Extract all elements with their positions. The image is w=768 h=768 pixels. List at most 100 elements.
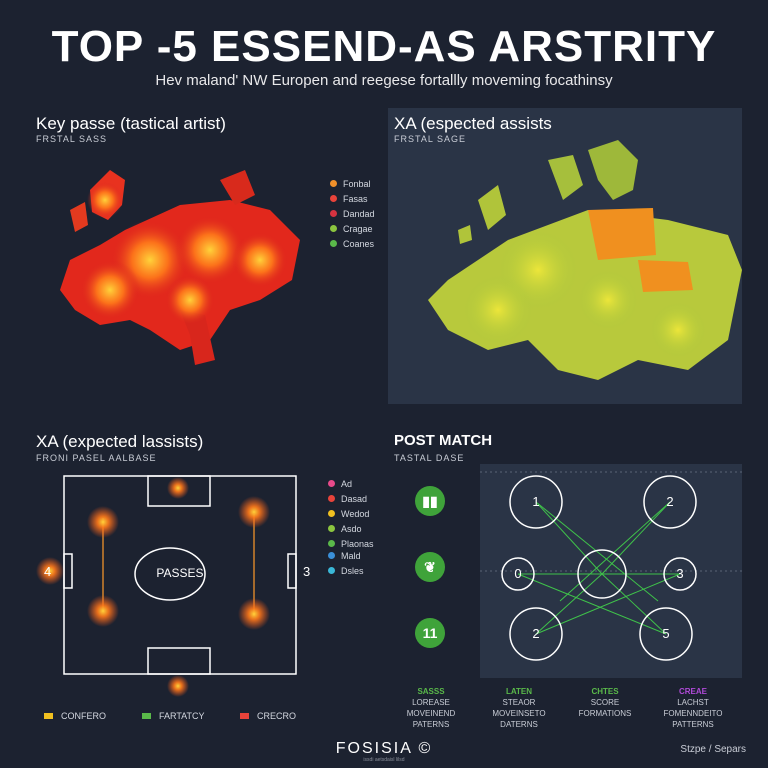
pattern-line: LACHST <box>677 698 709 707</box>
legend-item: Mald <box>328 548 364 563</box>
legend-item: Dasad <box>328 491 374 506</box>
legend-item: Fasas <box>330 191 375 206</box>
formation-node <box>501 557 535 591</box>
legend-label: Coanes <box>343 238 375 249</box>
footer-credit: Stzpe / Separs <box>680 744 746 755</box>
legend-item: Coanes <box>330 236 375 251</box>
formation-node <box>643 475 697 529</box>
formation-center-circle <box>577 549 627 599</box>
pattern-label: CHTES SCORE FORMATIONS <box>560 686 650 719</box>
boots-icon: ▮▮ <box>415 486 445 516</box>
page-subtitle: Hev maland' NW Europen and reegese forta… <box>155 72 613 89</box>
pattern-heading: CREAE <box>678 687 707 696</box>
brand-tagline: issdi aetsdaisl lilsd <box>363 757 405 763</box>
panel-tl-title: Key passe (tastical artist) <box>36 114 226 133</box>
legend-item: Dandad <box>330 206 375 221</box>
legend-swatch <box>328 525 335 532</box>
legend-label: Fonbal <box>343 178 371 189</box>
copyright-icon: © <box>418 740 433 757</box>
eleven-icon: 11 <box>415 618 445 648</box>
pitch-center-label: PASSES <box>156 566 204 580</box>
legend-item: Plaonas <box>328 536 374 551</box>
legend-label: CONFERO <box>61 711 106 721</box>
pattern-line: STEAOR <box>502 698 536 707</box>
panel-tr-subtitle: FRSTAL SAGE <box>394 134 467 144</box>
pattern-line: MOVEINSETO <box>492 709 546 718</box>
legend-swatch <box>330 210 337 217</box>
panel-tl-subtitle: FRSTAL SASS <box>36 134 108 144</box>
pattern-line: PATERNS <box>412 720 450 729</box>
legend-swatch <box>328 480 335 487</box>
legend-label: Dsles <box>341 565 364 576</box>
pattern-label: CREAE LACHST FOMENNDEITO PATTERNS <box>648 686 738 730</box>
legend-label: Ad <box>341 478 353 489</box>
legend-label: Dasad <box>341 493 368 504</box>
node-label: 1 <box>532 494 540 509</box>
legend-item: Wedod <box>328 506 374 521</box>
legend-swatch <box>330 195 337 202</box>
legend-item: Dsles <box>328 563 364 578</box>
page-title: TOP -5 ESSEND-AS ARSTRITY <box>51 22 717 71</box>
legend-label: Cragae <box>343 223 373 234</box>
legend-label: CRECRO <box>257 711 297 721</box>
legend-swatch <box>330 225 337 232</box>
legend-label: Plaonas <box>341 538 374 549</box>
panel-bl-legend-b: Mald Dsles <box>328 548 364 578</box>
legend-swatch <box>330 240 337 247</box>
formation-node <box>663 557 697 591</box>
legend-label: Wedod <box>341 508 370 519</box>
legend-swatch <box>328 552 335 559</box>
pattern-line: SCORE <box>590 698 620 707</box>
legend-swatch <box>44 713 53 719</box>
legend-swatch <box>328 510 335 517</box>
leaf-icon: ❦ <box>415 552 445 582</box>
bottom-legend-item: FARTATCY <box>142 711 205 721</box>
pitch-left-marker: 4 <box>44 564 52 579</box>
pattern-line: DATERNS <box>500 720 538 729</box>
panel-tl-legend: Fonbal Fasas Dandad Cragae Coanes <box>330 176 375 251</box>
legend-label: Asdo <box>341 523 362 534</box>
pattern-line: LOREASE <box>412 698 450 707</box>
pattern-heading: LATEN <box>505 687 533 696</box>
node-label: 3 <box>676 566 684 581</box>
formation-node <box>509 475 563 529</box>
pitch-diagram <box>36 475 297 697</box>
legend-swatch <box>328 495 335 502</box>
panel-br-title: POST MATCH <box>394 432 493 449</box>
pattern-label: SASSS LOREASE MOVEINEND PATERNS <box>386 686 476 730</box>
legend-swatch <box>328 567 335 574</box>
pattern-line: FORMATIONS <box>578 709 632 718</box>
legend-label: FARTATCY <box>159 711 205 721</box>
formation-node <box>509 607 563 661</box>
europe-xa-map <box>428 140 742 380</box>
pattern-line: FOMENNDEITO <box>663 709 723 718</box>
panel-bl-subtitle: FRONI PASEL AALBASE <box>36 453 157 463</box>
formation-network <box>480 471 742 661</box>
legend-swatch <box>240 713 249 719</box>
legend-swatch <box>328 540 335 547</box>
panel-br-subtitle: TASTAL DASE <box>394 453 465 463</box>
panel-bl-title: XA (expected lassists) <box>36 432 204 451</box>
pattern-label: LATEN STEAOR MOVEINSETO DATERNS <box>474 686 564 730</box>
pattern-heading: SASSS <box>417 687 445 696</box>
pitch-right-marker: 3 <box>303 564 311 579</box>
pattern-heading: CHTES <box>591 687 619 696</box>
legend-item: Fonbal <box>330 176 375 191</box>
europe-heatmap-map <box>60 170 300 365</box>
legend-item: Ad <box>328 476 374 491</box>
brand-logo: FOSISIA © <box>0 740 768 758</box>
legend-item: Asdo <box>328 521 374 536</box>
bottom-legend-item: CONFERO <box>44 711 106 721</box>
legend-item: Cragae <box>330 221 375 236</box>
legend-swatch <box>330 180 337 187</box>
legend-label: Fasas <box>343 193 368 204</box>
brand-name: FOSISIA <box>335 740 412 757</box>
node-label: 2 <box>532 626 540 641</box>
legend-label: Dandad <box>343 208 375 219</box>
node-label: 0 <box>514 566 522 581</box>
legend-swatch <box>142 713 151 719</box>
pattern-line: PATTERNS <box>672 720 714 729</box>
node-label: 2 <box>666 494 674 509</box>
panel-bl-legend-a: Ad Dasad Wedod Asdo Plaonas <box>328 476 374 551</box>
panel-tr-title: XA (espected assists <box>394 114 552 133</box>
